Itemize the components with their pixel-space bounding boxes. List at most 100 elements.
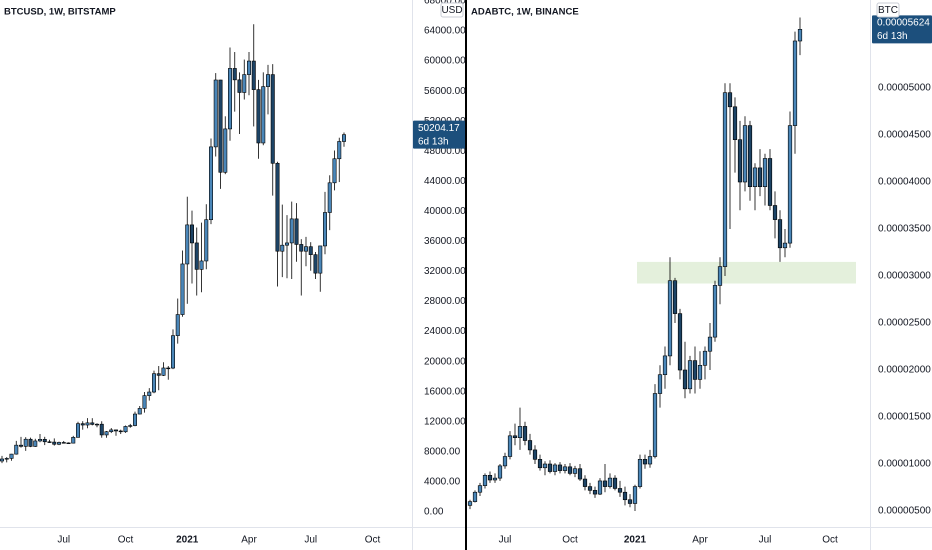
candle-body [787, 125, 793, 244]
candle-body [299, 244, 304, 252]
candle-body [242, 74, 247, 93]
candle-body [275, 162, 280, 252]
candle-body [18, 444, 23, 447]
last-price-box [872, 15, 932, 44]
last-price-box [413, 120, 465, 149]
candle-body [572, 468, 578, 474]
candle-body [552, 464, 558, 472]
last-price-label: 0.00005624 [877, 17, 930, 28]
candle-body [622, 491, 628, 501]
x-tick-label: Apr [241, 535, 257, 546]
candle-body [341, 134, 346, 142]
candle-body [256, 89, 261, 144]
candle-body [532, 449, 538, 460]
currency-label: USD [441, 5, 462, 16]
candle-body [14, 444, 19, 455]
candle-body [85, 422, 90, 426]
candle-body [512, 435, 518, 438]
candle-body [607, 477, 613, 487]
highlight-zone [637, 261, 856, 284]
y-tick-label: 0.00001000 [878, 459, 931, 470]
candle-body [582, 478, 588, 487]
candle-body [265, 74, 270, 87]
candle-body [185, 224, 190, 265]
candle-body [687, 360, 693, 390]
candle-body [637, 459, 643, 487]
candle-body [237, 79, 242, 93]
candle-body [56, 442, 61, 445]
candle-body [772, 205, 778, 220]
candle-body [742, 125, 748, 183]
candle-body [497, 465, 503, 479]
candle-body [90, 422, 95, 425]
candle-body [612, 477, 618, 489]
candle-body [42, 438, 47, 443]
candle-body [522, 426, 528, 441]
y-tick-label: 48000.00 [424, 146, 466, 157]
candle-body [562, 466, 568, 471]
y-tick-label: 4000.00 [424, 477, 461, 488]
candle-body [547, 463, 553, 472]
candle-body [597, 480, 603, 495]
candle-body [592, 490, 598, 495]
candle-body [289, 218, 294, 244]
candle-body [61, 442, 66, 444]
currency-box [876, 2, 900, 18]
y-tick-label: 60000.00 [424, 56, 466, 67]
candle-body [667, 280, 673, 357]
candle-body [180, 263, 185, 315]
candle-body [142, 395, 147, 409]
candle-body [33, 440, 38, 447]
candle-body [190, 224, 195, 244]
y-tick-label: 0.00005000 [878, 83, 931, 94]
candle-body [152, 373, 157, 393]
candle-body [477, 485, 483, 493]
chart-title: ADABTC, 1W, BINANCE [471, 7, 579, 18]
candle-body [251, 60, 256, 90]
candle-body [682, 369, 688, 390]
candle-body [537, 459, 543, 469]
candle-body [280, 244, 285, 252]
candle-body [662, 355, 668, 376]
y-tick-label: 0.00000500 [878, 506, 931, 517]
candle-body [218, 79, 223, 173]
candle-body [209, 146, 214, 221]
x-tick-label: Apr [692, 535, 708, 546]
candle-body [602, 480, 608, 487]
candle-body [128, 425, 133, 427]
candle-body [492, 477, 498, 481]
x-tick-label: Jul [759, 535, 772, 546]
candle-body [517, 426, 523, 438]
x-tick-label: Jul [499, 535, 512, 546]
y-tick-label: 20000.00 [424, 356, 466, 367]
candle-body [587, 486, 593, 491]
candle-body [147, 391, 152, 396]
y-tick-label: 0.00004000 [878, 177, 931, 188]
candle-body [332, 158, 337, 184]
candle-body [4, 458, 9, 460]
y-tick-label: 40000.00 [424, 206, 466, 217]
candle-body [123, 426, 128, 433]
candle-body [327, 182, 332, 213]
candle-body [557, 464, 563, 471]
candle-body [166, 367, 171, 370]
candle-body [762, 158, 768, 187]
x-tick-label: 2021 [176, 535, 199, 546]
candle-body [194, 242, 199, 270]
y-tick-label: 0.00 [424, 507, 444, 518]
candle-body [133, 413, 138, 426]
x-tick-label: Oct [822, 535, 838, 546]
candle-body [261, 86, 266, 144]
candle-body [0, 458, 5, 462]
candle-body [642, 459, 648, 465]
y-tick-label: 0.00002000 [878, 365, 931, 376]
candle-body [99, 423, 104, 436]
countdown-label: 6d 13h [877, 31, 908, 42]
candle-body [627, 499, 633, 504]
candle-body [737, 139, 743, 183]
candle-body [707, 336, 713, 352]
chart-title: BTCUSD, 1W, BITSTAMP [4, 7, 116, 18]
candle-body [717, 266, 723, 286]
